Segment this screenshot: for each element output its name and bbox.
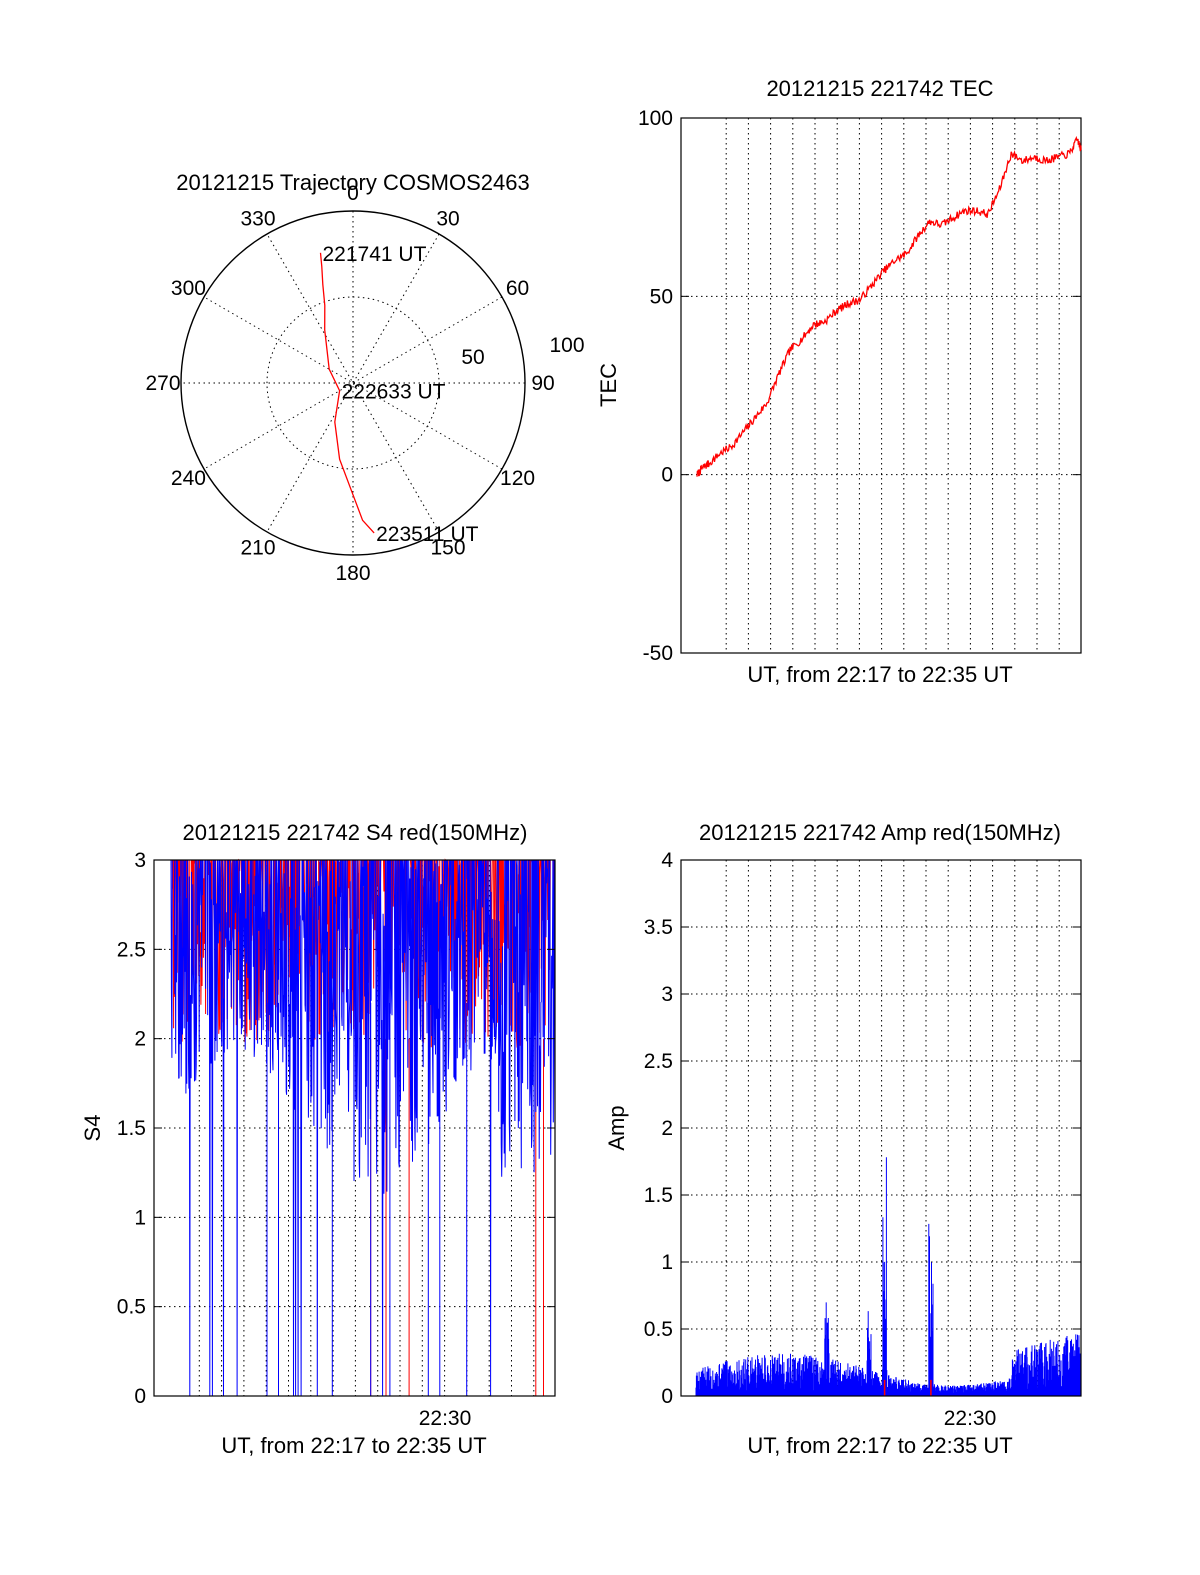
y-tick-label: 3 (661, 983, 673, 1006)
s4-xlabel: UT, from 22:17 to 22:35 UT (221, 1433, 486, 1458)
polar-azimuth-labels: 0 30 60 90 120 150 180 210 240 270 300 330 (145, 182, 554, 585)
y-tick-label: 0.5 (644, 1318, 673, 1341)
polar-radius-label-100: 100 (549, 334, 584, 357)
polar-azimuth-label: 180 (335, 562, 370, 585)
s4-series-blue (170, 859, 556, 1397)
s4-chart: 20121215 221742 S4 red(150MHz) 0 0.5 1 1.5 2… (80, 820, 556, 1458)
polar-azimuth-label: 300 (171, 277, 206, 300)
amp-series-red (883, 1379, 932, 1396)
tec-y-ticks: -50 0 50 100 (638, 107, 1081, 665)
polar-chart: 20121215 Trajectory COSMOS2463 0 30 60 90 12… (145, 170, 584, 585)
tec-chart: 20121215 221742 TEC -50 0 50 100 TEC UT, fr… (596, 76, 1082, 687)
polar-azimuth-label: 30 (436, 207, 459, 230)
s4-xtick-2230: 22:30 (419, 1407, 472, 1430)
amp-series-blue (695, 1157, 1082, 1396)
polar-azimuth-label: 150 (430, 537, 465, 560)
y-tick-label: 4 (661, 849, 673, 872)
tec-frame (680, 117, 1082, 654)
amp-grid (681, 860, 1081, 1396)
tec-grid (681, 118, 1081, 653)
y-tick-label: 2.5 (644, 1050, 673, 1073)
y-tick-label: 1 (134, 1206, 146, 1229)
tec-ylabel: TEC (596, 363, 621, 407)
y-tick-label: 0 (134, 1385, 146, 1408)
amp-y-ticks: 0 0.5 1 1.5 2 2.5 3 3.5 4 (644, 849, 1081, 1408)
polar-azimuth-label: 210 (240, 537, 275, 560)
amp-ylabel: Amp (604, 1105, 629, 1150)
point-label-mid: 222633 UT (342, 381, 446, 404)
y-tick-label: -50 (643, 642, 673, 665)
y-tick-label: 0 (661, 464, 673, 487)
polar-azimuth-label: 60 (506, 277, 529, 300)
tec-title: 20121215 221742 TEC (766, 76, 993, 101)
polar-azimuth-label: 240 (171, 467, 206, 490)
polar-azimuth-label: 120 (500, 467, 535, 490)
s4-ylabel: S4 (80, 1115, 105, 1142)
amp-title: 20121215 221742 Amp red(150MHz) (699, 820, 1061, 845)
tec-series-line (696, 135, 1082, 477)
polar-azimuth-label: 0 (347, 182, 359, 205)
y-tick-label: 2 (134, 1028, 146, 1051)
y-tick-label: 0 (661, 1385, 673, 1408)
y-tick-label: 1 (661, 1251, 673, 1274)
polar-azimuth-label: 90 (531, 372, 554, 395)
amp-xlabel: UT, from 22:17 to 22:35 UT (747, 1433, 1012, 1458)
polar-trajectory-line (319, 252, 375, 534)
polar-azimuth-label: 270 (145, 372, 180, 395)
polar-title: 20121215 Trajectory COSMOS2463 (176, 170, 529, 195)
amp-chart: 20121215 221742 Amp red(150MHz) 0 0.5 1 1.5… (604, 820, 1082, 1458)
point-label-end: 223511 UT (376, 523, 479, 546)
point-label-start: 221741 UT (323, 243, 427, 266)
amp-xtick-2230: 22:30 (944, 1407, 997, 1430)
s4-y-ticks: 0 0.5 1 1.5 2 2.5 3 (117, 849, 555, 1408)
s4-title: 20121215 221742 S4 red(150MHz) (183, 820, 528, 845)
y-tick-label: 3 (134, 849, 146, 872)
y-tick-label: 100 (638, 107, 673, 130)
y-tick-label: 0.5 (117, 1296, 146, 1319)
y-tick-label: 1.5 (644, 1184, 673, 1207)
y-tick-label: 50 (650, 285, 673, 308)
y-tick-label: 1.5 (117, 1117, 146, 1140)
polar-grid (180, 210, 526, 556)
y-tick-label: 3.5 (644, 916, 673, 939)
y-tick-label: 2 (661, 1117, 673, 1140)
polar-radius-label-50: 50 (461, 346, 484, 369)
polar-azimuth-label: 330 (240, 207, 275, 230)
tec-xlabel: UT, from 22:17 to 22:35 UT (747, 662, 1012, 687)
y-tick-label: 2.5 (117, 938, 146, 961)
